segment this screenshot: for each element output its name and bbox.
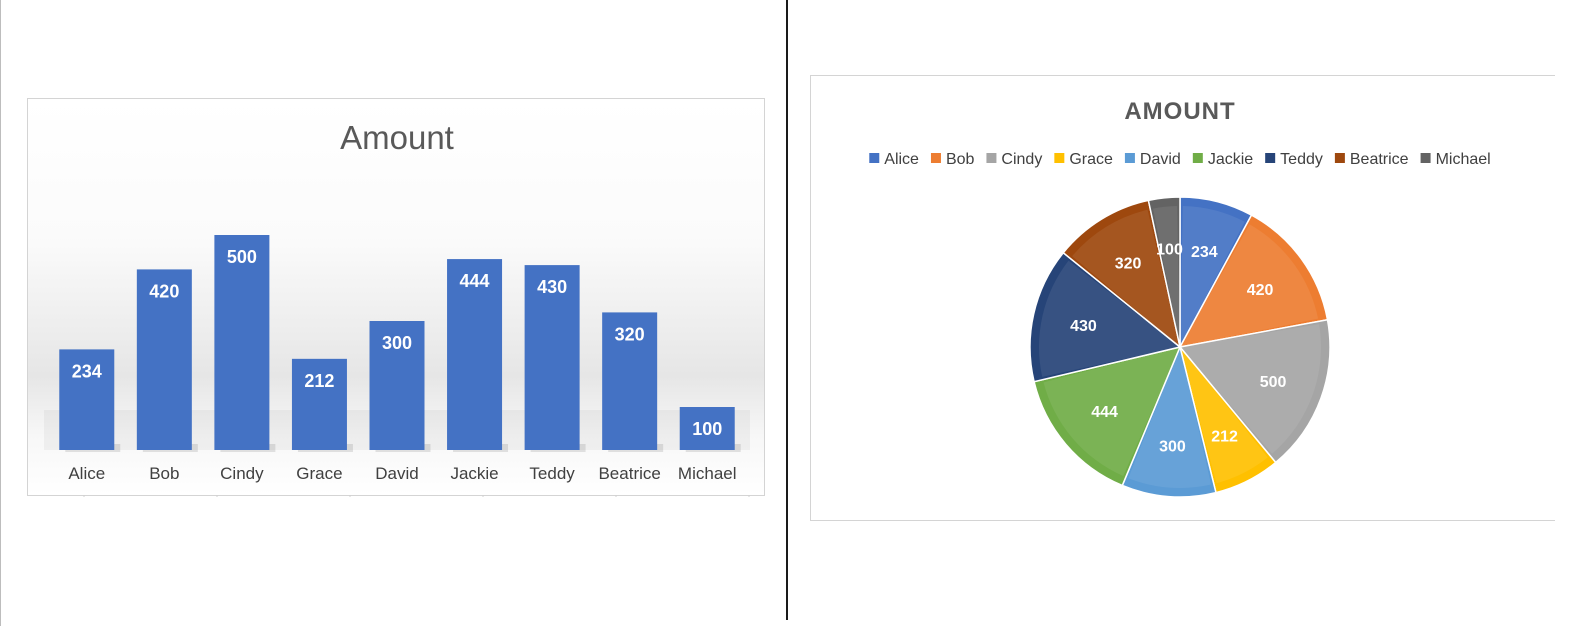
legend-swatch xyxy=(1054,153,1065,163)
bar-category-label: Cindy xyxy=(220,464,264,483)
bar-value-label: 444 xyxy=(460,271,490,291)
legend-label: Bob xyxy=(946,151,975,168)
window-edge xyxy=(0,0,1,626)
legend-item-bob[interactable]: Bob xyxy=(930,151,975,168)
legend-item-cindy[interactable]: Cindy xyxy=(986,151,1042,168)
legend-item-david[interactable]: David xyxy=(1124,151,1181,168)
bar-value-label: 500 xyxy=(227,247,257,267)
pie-series: 234 420 500 212 300 444 430 320 100 xyxy=(1029,196,1331,498)
legend-label: Michael xyxy=(1436,151,1491,168)
bar-chart-svg: Amount 234 Alice 420 Bob 500 Cindy 212 Grace 300… xyxy=(44,119,750,497)
pie-value-label: 500 xyxy=(1260,374,1287,391)
pie-slice-bevel xyxy=(1180,347,1268,484)
bar-chart-panel[interactable]: Amount 234 Alice 420 Bob 500 Cindy 212 Grace 300… xyxy=(27,98,765,497)
pie-slice-bevel xyxy=(1128,347,1212,488)
bar-teddy[interactable] xyxy=(524,265,580,450)
legend-swatch xyxy=(869,153,880,163)
bar-category-label: Jackie xyxy=(450,464,498,483)
pie-slice-bevel xyxy=(1039,260,1180,377)
legend-item-grace[interactable]: Grace xyxy=(1054,151,1113,168)
pie-value-label: 420 xyxy=(1247,282,1274,299)
bar-chart-title: Amount xyxy=(340,119,454,156)
bar-axis-ticks xyxy=(83,495,750,497)
bar-category-label: Beatrice xyxy=(598,464,660,483)
legend-swatch xyxy=(1334,153,1345,163)
pie-slice-david[interactable] xyxy=(1121,344,1217,498)
bar-grace[interactable] xyxy=(291,358,347,450)
pie-slice-cindy[interactable] xyxy=(1178,318,1331,464)
legend-item-jackie[interactable]: Jackie xyxy=(1192,151,1253,168)
pie-slice-bevel xyxy=(1180,324,1321,454)
legend-label: Teddy xyxy=(1280,151,1323,168)
pie-slice-bevel xyxy=(1180,224,1319,347)
legend-label: Jackie xyxy=(1208,151,1253,168)
legend-swatch xyxy=(1265,153,1276,163)
pie-chart-panel[interactable]: AMOUNT Alice Bob Cindy Grace David Jackie Tedd… xyxy=(810,75,1555,521)
legend-label: David xyxy=(1140,151,1181,168)
bar-value-label: 420 xyxy=(149,281,179,301)
bar-category-label: Bob xyxy=(149,464,179,483)
legend-label: Alice xyxy=(884,151,919,168)
bar-david[interactable] xyxy=(369,321,425,450)
pie-slice-bevel xyxy=(1043,347,1180,477)
pie-legend: Alice Bob Cindy Grace David Jackie Teddy Beatri… xyxy=(869,151,1491,168)
panel-divider xyxy=(786,0,788,620)
bar-value-label: 300 xyxy=(382,333,412,353)
bar-value-label: 430 xyxy=(537,277,567,297)
legend-label: Beatrice xyxy=(1350,151,1409,168)
bar-category-label: David xyxy=(375,464,418,483)
legend-item-alice[interactable]: Alice xyxy=(869,151,919,168)
legend-item-michael[interactable]: Michael xyxy=(1420,151,1491,168)
pie-slice-jackie[interactable] xyxy=(1033,345,1182,487)
bar-category-label: Grace xyxy=(296,464,342,483)
pie-slice-bob[interactable] xyxy=(1178,214,1329,349)
pie-value-label: 444 xyxy=(1091,404,1118,421)
bar-jackie[interactable] xyxy=(447,259,503,450)
pie-slice-teddy[interactable] xyxy=(1029,251,1182,383)
pie-value-label: 100 xyxy=(1156,242,1183,259)
pie-value-label: 320 xyxy=(1115,256,1142,273)
pie-slice-beatrice[interactable] xyxy=(1062,199,1182,349)
legend-swatch xyxy=(930,153,941,163)
pie-slice-bevel xyxy=(1072,209,1180,347)
bar-cindy[interactable] xyxy=(214,235,270,450)
bar-bob[interactable] xyxy=(136,269,192,450)
bar-alice[interactable] xyxy=(59,349,115,450)
bar-michael[interactable] xyxy=(679,407,735,450)
bar-value-label: 234 xyxy=(72,361,102,381)
pie-value-label: 300 xyxy=(1159,439,1186,456)
pie-chart-svg: AMOUNT Alice Bob Cindy Grace David Jackie Tedd… xyxy=(869,98,1491,498)
pie-value-label: 234 xyxy=(1191,244,1218,261)
legend-label: Grace xyxy=(1069,151,1113,168)
bar-category-label: Alice xyxy=(68,464,105,483)
legend-swatch xyxy=(1420,153,1431,163)
legend-swatch xyxy=(1124,153,1135,163)
bar-value-label: 320 xyxy=(615,324,645,344)
pie-value-label: 430 xyxy=(1070,318,1097,335)
pie-slice-michael[interactable] xyxy=(1147,196,1181,348)
legend-swatch xyxy=(1192,153,1203,163)
legend-item-beatrice[interactable]: Beatrice xyxy=(1334,151,1409,168)
bar-category-label: Michael xyxy=(678,464,737,483)
legend-swatch xyxy=(986,153,997,163)
pie-chart-title: AMOUNT xyxy=(1124,98,1235,125)
pie-slice-bevel xyxy=(1180,206,1245,347)
bar-series: 234 Alice 420 Bob 500 Cindy 212 Grace 300 David 44… xyxy=(44,235,750,483)
pie-value-label: 212 xyxy=(1211,428,1238,445)
bar-beatrice[interactable] xyxy=(602,312,658,450)
bar-value-label: 212 xyxy=(304,371,334,391)
pie-slice-bevel xyxy=(1153,206,1180,347)
legend-item-teddy[interactable]: Teddy xyxy=(1265,151,1323,168)
legend-label: Cindy xyxy=(1001,151,1042,168)
bar-value-label: 100 xyxy=(692,419,722,439)
bar-category-label: Teddy xyxy=(529,464,575,483)
